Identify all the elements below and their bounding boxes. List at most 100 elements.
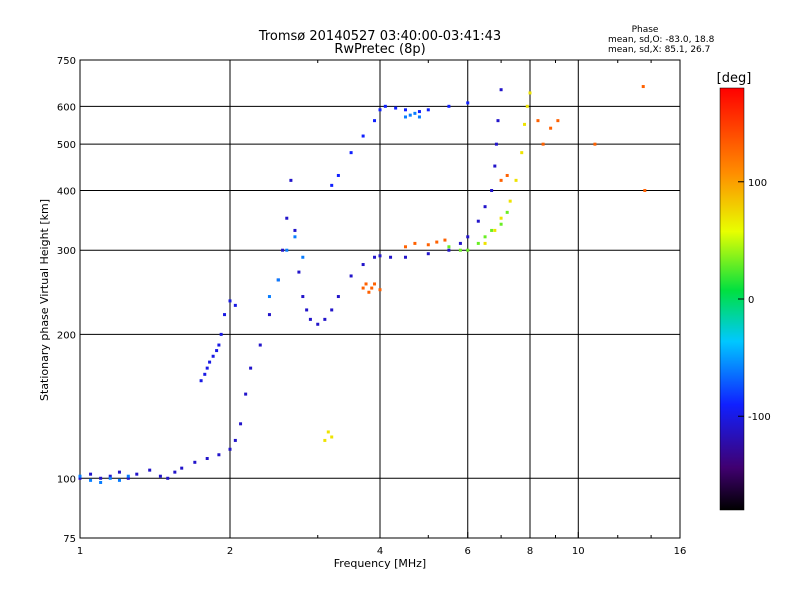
x-tick-label: 1 [77, 546, 83, 557]
x-tick-label: 4 [377, 546, 383, 557]
data-point [89, 472, 93, 476]
colorbar-tick-label: -100 [748, 412, 771, 423]
data-point [476, 241, 480, 245]
data-point [78, 474, 82, 478]
data-point [148, 468, 152, 472]
data-point [99, 476, 103, 480]
data-point [289, 178, 293, 182]
data-point [403, 255, 407, 259]
x-axis-label: Frequency [MHz] [334, 557, 426, 570]
data-point [301, 295, 305, 299]
data-point [78, 476, 82, 480]
data-point [403, 115, 407, 119]
y-axis-label: Stationary phase Virtual Height [km] [38, 199, 51, 401]
chart-subtitle: RwPretec (8p) [334, 42, 425, 57]
data-point [228, 447, 232, 451]
data-point [536, 119, 540, 123]
data-point [403, 245, 407, 249]
data-point [593, 142, 597, 146]
data-point [383, 104, 387, 108]
data-point [549, 126, 553, 130]
colorbar-ticks: 100 0 -100 [738, 178, 771, 423]
data-point [108, 476, 112, 480]
data-point [466, 248, 470, 252]
y-axis-ticks: 75 100 200 300 400 500 600 750 [57, 56, 76, 545]
data-point [426, 108, 430, 112]
data-point [180, 466, 184, 470]
colorbar-label: [deg] [717, 71, 752, 86]
grid [80, 60, 680, 538]
data-point [336, 295, 340, 299]
data-point [349, 274, 353, 278]
data-point [466, 101, 470, 105]
y-tick-label: 300 [57, 246, 76, 257]
data-point [244, 392, 248, 396]
data-point [135, 472, 139, 476]
data-point [364, 282, 368, 286]
data-point [483, 205, 487, 209]
data-point [426, 252, 430, 256]
data-point [336, 173, 340, 177]
data-point [378, 108, 382, 112]
data-point [228, 299, 232, 303]
data-point [367, 290, 371, 294]
data-point [205, 456, 209, 460]
data-point [403, 108, 407, 112]
data-point [483, 241, 487, 245]
data-point [330, 183, 334, 187]
data-point [166, 476, 170, 480]
data-point [435, 240, 439, 244]
data-point [99, 480, 103, 484]
data-point [305, 308, 309, 312]
data-point [173, 470, 177, 474]
data-point [108, 474, 112, 478]
data-point [297, 270, 301, 274]
data-point [349, 151, 353, 155]
data-point [641, 85, 645, 89]
data-point [117, 470, 121, 474]
data-point [505, 173, 509, 177]
data-point [267, 313, 271, 317]
data-point [514, 178, 518, 182]
x-tick-label: 8 [527, 546, 533, 557]
data-point [323, 438, 327, 442]
data-point [476, 219, 480, 223]
x-tick-label: 2 [227, 546, 233, 557]
data-point [643, 188, 647, 192]
data-point [426, 243, 430, 247]
data-point [499, 216, 503, 220]
stats-line-x: mean, sd,X: 85.1, 26.7 [608, 45, 710, 55]
x-tick-label: 16 [674, 546, 687, 557]
data-point [208, 360, 212, 364]
data-point [293, 228, 297, 232]
data-point [373, 282, 377, 286]
data-point [205, 366, 209, 370]
data-point [293, 235, 297, 239]
y-tick-label: 200 [57, 330, 76, 341]
data-point [217, 343, 221, 347]
data-point [323, 317, 327, 321]
data-point [285, 248, 289, 252]
colorbar-tick-label: 0 [748, 295, 754, 306]
data-point [556, 119, 560, 123]
data-point [447, 104, 451, 108]
chart-title: Tromsø 20140527 03:40:00-03:41:43 [258, 29, 501, 44]
data-point [394, 106, 398, 110]
stats-line-o: mean, sd,O: -83.0, 18.8 [608, 35, 715, 45]
data-point [267, 295, 271, 299]
data-point [520, 151, 524, 155]
data-point [215, 349, 219, 353]
data-point [523, 122, 527, 126]
y-tick-label: 75 [63, 534, 76, 545]
data-point [458, 248, 462, 252]
data-point [276, 278, 280, 282]
data-point [281, 248, 285, 252]
data-point [199, 379, 203, 383]
data-point [447, 248, 451, 252]
y-tick-label: 400 [57, 186, 76, 197]
data-point [541, 142, 545, 146]
data-point [408, 113, 412, 117]
x-axis-ticks: 1 2 4 6 8 10 16 [77, 60, 687, 557]
data-point [326, 430, 330, 434]
